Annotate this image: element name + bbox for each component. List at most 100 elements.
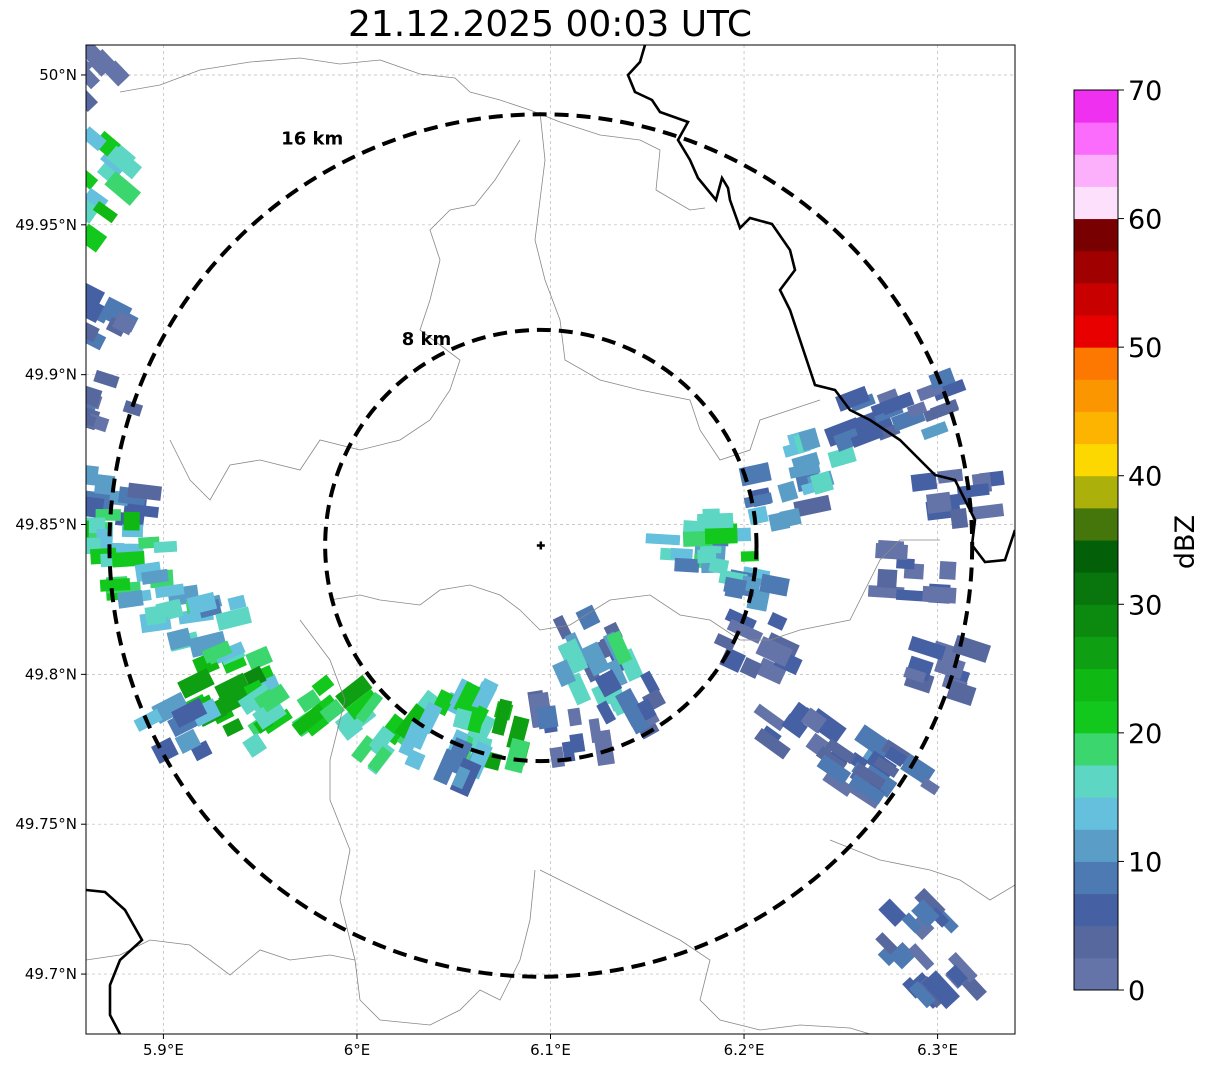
echo-pixel bbox=[94, 474, 116, 496]
colorbar-segment bbox=[1074, 122, 1118, 155]
echo-pixel bbox=[791, 451, 821, 472]
echo-pixel bbox=[878, 898, 907, 927]
echo-pixel bbox=[103, 60, 130, 87]
thin-boundary-6 bbox=[539, 869, 871, 1034]
colorbar-segment bbox=[1074, 507, 1118, 541]
echo-pixel bbox=[759, 573, 790, 597]
echo-pixel bbox=[111, 311, 137, 336]
echo-pixel bbox=[123, 511, 140, 531]
colorbar: 0 10 20 30 40 50 60 70 dBZ bbox=[1073, 76, 1201, 1007]
colorbar-label: dBZ bbox=[1170, 515, 1201, 569]
echo-pixel bbox=[615, 687, 647, 727]
echo-pixel bbox=[945, 964, 968, 988]
echo-pixel bbox=[670, 547, 693, 560]
tick-label-lon: 6.1°E bbox=[530, 1041, 571, 1059]
echo-pixel bbox=[257, 683, 290, 713]
plot-title: 21.12.2025 00:03 UTC bbox=[347, 4, 753, 45]
echo-pixel bbox=[971, 503, 1005, 520]
echo-pixel bbox=[404, 749, 426, 771]
echo-pixel bbox=[640, 670, 661, 696]
echo-pixel bbox=[800, 707, 827, 734]
echo-pixel bbox=[877, 568, 898, 589]
echo-pixel bbox=[713, 633, 737, 652]
echo-pixel bbox=[122, 400, 144, 417]
echo-pixel bbox=[911, 899, 940, 928]
range-ring-label: 8 km bbox=[402, 329, 452, 350]
echo-pixel bbox=[552, 659, 577, 688]
colorbar-segment bbox=[1074, 732, 1118, 766]
thin-boundary-3 bbox=[169, 139, 521, 501]
echo-pixel bbox=[946, 680, 977, 706]
echo-pixel bbox=[166, 627, 193, 651]
echo-pixel bbox=[86, 406, 89, 430]
echo-pixel bbox=[111, 550, 145, 568]
echo-pixel bbox=[793, 494, 832, 518]
echo-pixel bbox=[49, 281, 73, 302]
tick-label-lat: 49.9°N bbox=[25, 366, 77, 384]
echo-pixel bbox=[810, 470, 834, 495]
echo-pixel bbox=[747, 505, 769, 526]
colorbar-segment bbox=[1074, 636, 1118, 670]
echo-pixel bbox=[848, 774, 886, 805]
echo-pixel bbox=[473, 677, 499, 707]
echo-pixel bbox=[561, 741, 576, 763]
colorbar-segment bbox=[1074, 957, 1118, 991]
echo-pixel bbox=[753, 703, 787, 732]
axis-ticks: 5.9°E 6°E 6.1°E 6.2°E 6.3°E 50°N 49.95°N 49.9°N… bbox=[15, 66, 958, 1059]
echo-pixel bbox=[903, 666, 927, 684]
echo-pixel bbox=[86, 276, 106, 307]
tick-label-lat: 49.7°N bbox=[25, 965, 77, 983]
reflectivity-echoes bbox=[49, 45, 1005, 1010]
echo-pixel bbox=[227, 594, 247, 611]
colorbar-segment bbox=[1074, 475, 1118, 509]
echo-pixel bbox=[592, 729, 615, 767]
echo-pixel bbox=[504, 737, 530, 774]
echo-pixel bbox=[867, 585, 905, 599]
gridlines bbox=[86, 45, 1015, 1034]
echo-pixel bbox=[907, 943, 935, 971]
echo-pixel bbox=[86, 67, 101, 90]
echo-pixel bbox=[215, 606, 252, 631]
colorbar-tick-label: 10 bbox=[1128, 847, 1162, 878]
echo-pixel bbox=[922, 585, 957, 604]
echo-pixel bbox=[222, 717, 244, 737]
colorbar-segment bbox=[1074, 893, 1118, 927]
echo-pixel bbox=[827, 445, 857, 469]
echo-pixel bbox=[104, 171, 142, 206]
colorbar-segment bbox=[1074, 90, 1118, 123]
echo-pixel bbox=[781, 713, 808, 739]
echo-pixel bbox=[245, 645, 274, 671]
echo-pixel bbox=[798, 427, 821, 452]
colorbar-segment bbox=[1074, 540, 1118, 573]
echo-pixel bbox=[171, 697, 208, 728]
colorbar-frame bbox=[1073, 89, 1119, 991]
colorbar-tick-label: 0 bbox=[1128, 976, 1145, 1007]
echo-pixel bbox=[947, 952, 978, 983]
colorbar-segment bbox=[1074, 250, 1118, 284]
echo-pixel bbox=[86, 314, 100, 343]
echo-pixel bbox=[743, 492, 773, 509]
border-river bbox=[626, 45, 1015, 564]
colorbar-segment bbox=[1074, 829, 1118, 862]
echo-pixel bbox=[311, 674, 335, 697]
echo-pixel bbox=[394, 703, 429, 741]
colorbar-segment bbox=[1074, 282, 1118, 316]
colorbar-segment bbox=[1074, 154, 1118, 187]
echo-pixel bbox=[575, 604, 601, 631]
echo-pixel bbox=[739, 656, 762, 679]
echo-pixel bbox=[594, 638, 614, 660]
echo-pixel bbox=[755, 657, 788, 685]
echo-pixel bbox=[896, 558, 915, 570]
echo-pixel bbox=[368, 730, 389, 752]
echo-pixel bbox=[877, 945, 898, 967]
echo-pixel bbox=[86, 126, 107, 152]
echo-pixel bbox=[779, 507, 802, 528]
tick-label-lat: 49.85°N bbox=[15, 516, 77, 534]
border-southwest bbox=[86, 888, 144, 1034]
echo-pixel bbox=[724, 608, 757, 632]
echo-pixel bbox=[900, 753, 936, 786]
echo-pixel bbox=[86, 45, 87, 70]
echo-pixel bbox=[726, 618, 764, 644]
echo-pixel bbox=[86, 184, 87, 211]
echo-pixel bbox=[835, 385, 871, 412]
